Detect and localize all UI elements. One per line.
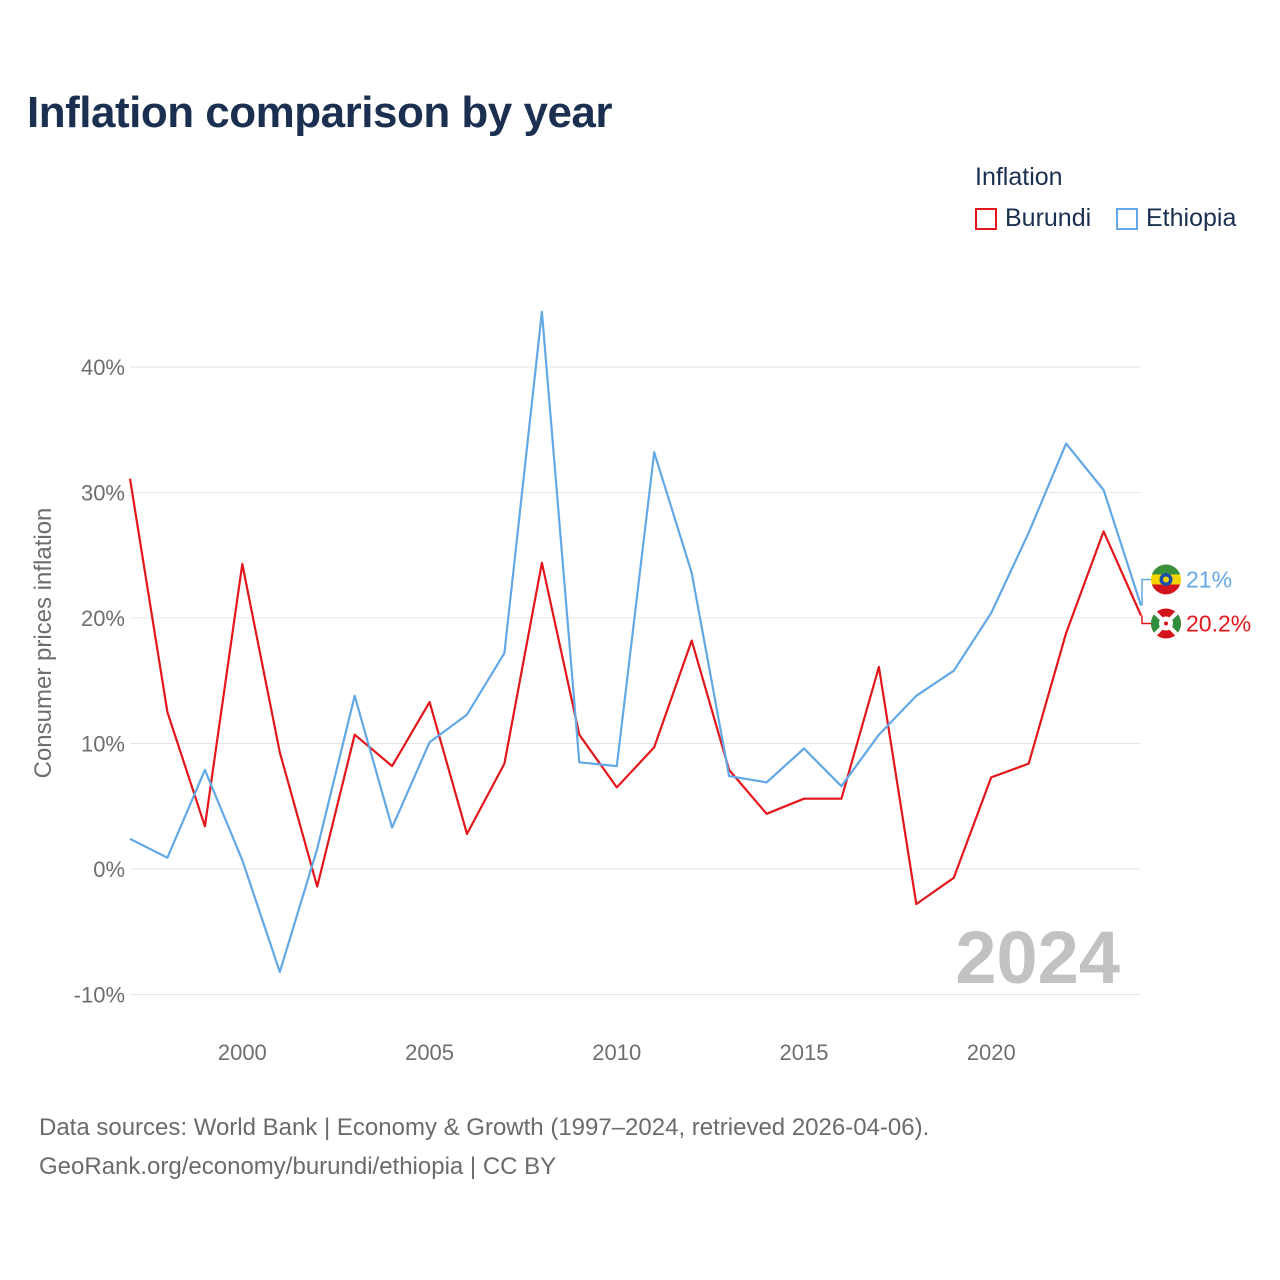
series-lines (128, 310, 1143, 974)
x-tick-label: 2015 (780, 1040, 829, 1065)
end-connector-burundi (1141, 615, 1151, 625)
burundi-flag-icon (1151, 608, 1181, 639)
y-tick-label: 30% (81, 481, 125, 506)
series-line-burundi[interactable] (128, 478, 1143, 906)
legend-title: Inflation (975, 163, 1063, 191)
legend-item-burundi[interactable]: Burundi (975, 204, 1091, 233)
y-tick-label: 10% (81, 732, 125, 757)
gridlines (130, 366, 1141, 995)
footer-link[interactable]: GeoRank.org/economy/burundi/ethiopia | C… (39, 1153, 557, 1180)
legend-item-ethiopia[interactable]: Ethiopia (1116, 204, 1236, 233)
x-tick-label: 2005 (405, 1040, 454, 1065)
footer: Data sources: World Bank | Economy & Gro… (39, 1108, 929, 1186)
series-line-ethiopia[interactable] (129, 310, 1143, 974)
x-tick-label: 2010 (592, 1040, 641, 1065)
x-axis-ticks: 2000 2005 2010 2015 2020 (218, 1040, 1016, 1065)
line-chart: -10%0%10%20%30%40% 2000 2005 2010 2015 2020 … (30, 310, 1251, 1065)
x-tick-label: 2020 (967, 1040, 1016, 1065)
end-label-burundi: 20.2% (1186, 610, 1251, 636)
legend-label-burundi: Burundi (1005, 204, 1092, 232)
y-axis-ticks: -10% 0% 10% 20% 30% 40% (74, 355, 125, 1008)
year-annotation: 2024 (955, 916, 1120, 999)
y-axis-label: Consumer prices inflation (30, 508, 57, 779)
end-connector-ethiopia (1141, 578, 1151, 606)
end-labels: 21% 20.2% (1141, 564, 1251, 639)
legend-label-ethiopia: Ethiopia (1146, 204, 1237, 232)
x-tick-label: 2000 (218, 1040, 267, 1065)
legend-swatch-burundi (975, 207, 997, 230)
ethiopia-flag-icon (1151, 564, 1181, 595)
y-tick-label: 0% (93, 857, 125, 882)
legend-swatch-ethiopia (1116, 207, 1138, 230)
page-title: Inflation comparison by year (27, 88, 613, 137)
footer-sources: Data sources: World Bank | Economy & Gro… (39, 1114, 930, 1141)
y-tick-label: -10% (74, 983, 125, 1008)
y-tick-label: 40% (81, 355, 125, 380)
y-tick-label: 20% (81, 606, 125, 631)
end-label-ethiopia: 21% (1186, 566, 1232, 592)
